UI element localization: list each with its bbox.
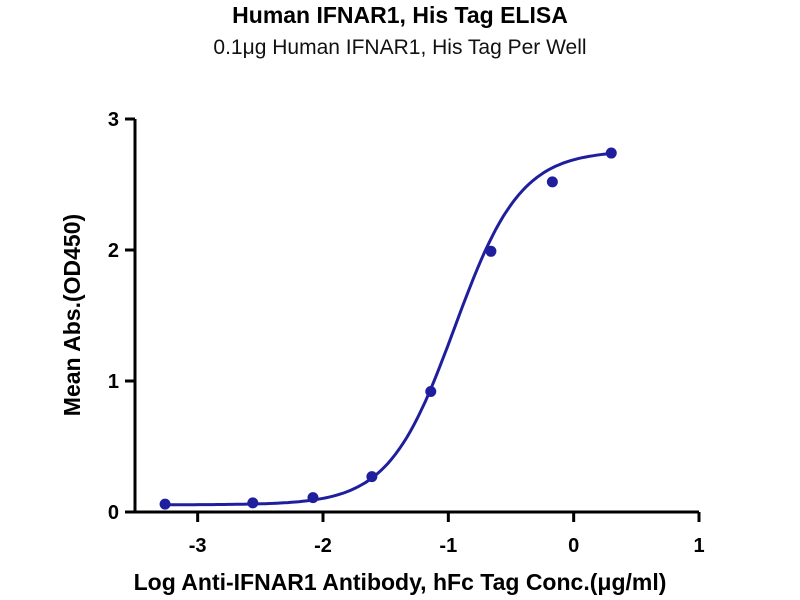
chart-subtitle: 0.1μg Human IFNAR1, His Tag Per Well bbox=[213, 36, 587, 59]
chart-title: Human IFNAR1, His Tag ELISA bbox=[232, 2, 568, 28]
data-point bbox=[159, 498, 171, 510]
plot-axes bbox=[133, 119, 699, 514]
x-tick-label: -3 bbox=[189, 535, 207, 557]
y-ticks: 0 1 2 3 bbox=[108, 109, 135, 524]
y-tick-label: 2 bbox=[108, 240, 119, 262]
x-tick-label: 0 bbox=[568, 535, 579, 557]
data-point bbox=[605, 147, 617, 159]
x-tick-label: -2 bbox=[314, 535, 332, 557]
y-axis-label: Mean Abs.(OD450) bbox=[59, 214, 85, 416]
x-tick-label: 1 bbox=[693, 535, 704, 557]
x-tick-label: -1 bbox=[439, 535, 457, 557]
data-point bbox=[485, 245, 497, 257]
data-point bbox=[307, 492, 319, 504]
data-points bbox=[159, 147, 617, 510]
y-tick-label: 0 bbox=[108, 502, 119, 524]
x-axis-label: Log Anti-IFNAR1 Antibody, hFc Tag Conc.(… bbox=[134, 569, 667, 595]
x-ticks: -3 -2 -1 0 1 bbox=[189, 512, 705, 557]
data-point bbox=[425, 385, 437, 397]
data-point bbox=[247, 497, 259, 509]
fit-curve bbox=[165, 152, 612, 507]
y-tick-label: 3 bbox=[108, 109, 119, 131]
data-point bbox=[366, 471, 378, 483]
y-tick-label: 1 bbox=[108, 371, 119, 393]
data-point bbox=[546, 176, 558, 188]
